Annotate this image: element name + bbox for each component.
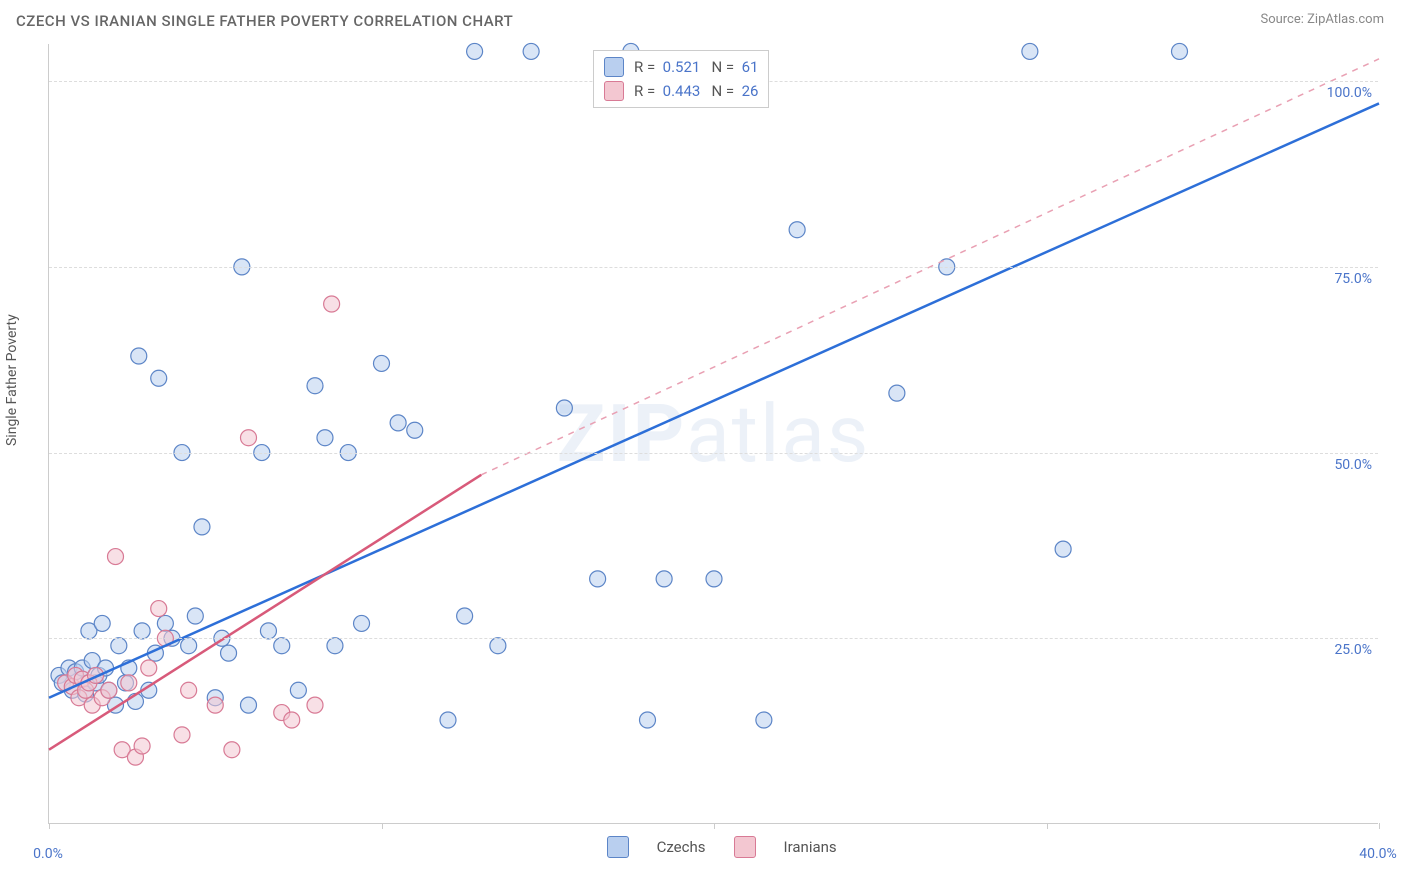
data-point: [260, 623, 276, 639]
stats-swatch: [604, 57, 624, 77]
data-point: [221, 645, 237, 661]
x-tick: [1379, 823, 1380, 829]
x-tick: [714, 823, 715, 829]
data-point: [290, 682, 306, 698]
series-legend: Czechs Iranians: [607, 836, 837, 858]
data-point: [284, 712, 300, 728]
data-point: [151, 370, 167, 386]
data-point: [1172, 43, 1188, 59]
data-point: [706, 571, 722, 587]
data-point: [307, 697, 323, 713]
data-point: [756, 712, 772, 728]
data-point: [656, 571, 672, 587]
plot-svg: [49, 44, 1379, 824]
data-point: [307, 378, 323, 394]
stats-text: R = 0.443 N = 26: [630, 79, 758, 103]
data-point: [590, 571, 606, 587]
data-point: [457, 608, 473, 624]
legend-swatch-czechs: [607, 836, 629, 858]
data-point: [490, 638, 506, 654]
data-point: [151, 601, 167, 617]
data-point: [556, 400, 572, 416]
data-point: [324, 296, 340, 312]
data-point: [440, 712, 456, 728]
x-tick-label: 40.0%: [1359, 846, 1397, 862]
data-point: [467, 43, 483, 59]
x-tick: [49, 823, 50, 829]
data-point: [121, 675, 137, 691]
chart-title: CZECH VS IRANIAN SINGLE FATHER POVERTY C…: [16, 12, 513, 30]
data-point: [194, 519, 210, 535]
data-point: [181, 638, 197, 654]
data-point: [181, 682, 197, 698]
data-point: [141, 660, 157, 676]
legend-swatch-iranians: [734, 836, 756, 858]
data-point: [134, 623, 150, 639]
y-tick-label: 25.0%: [1334, 642, 1372, 658]
data-point: [789, 222, 805, 238]
data-point: [174, 727, 190, 743]
y-tick-label: 50.0%: [1334, 457, 1372, 473]
y-tick-label: 100.0%: [1327, 85, 1372, 101]
data-point: [274, 638, 290, 654]
data-point: [134, 738, 150, 754]
stats-text: R = 0.521 N = 61: [630, 55, 758, 79]
x-tick: [382, 823, 383, 829]
grid-line: [49, 453, 1378, 454]
x-tick: [1047, 823, 1048, 829]
data-point: [327, 638, 343, 654]
scatter-plot: ZIPatlas 25.0%50.0%75.0%100.0%: [48, 44, 1378, 824]
data-point: [111, 638, 127, 654]
stats-row: R = 0.521 N = 61: [604, 55, 758, 79]
data-point: [187, 608, 203, 624]
data-point: [889, 385, 905, 401]
data-point: [407, 422, 423, 438]
data-point: [241, 697, 257, 713]
grid-line: [49, 638, 1378, 639]
y-axis-label: Single Father Poverty: [4, 314, 20, 446]
grid-line: [49, 267, 1378, 268]
source-label: Source: ZipAtlas.com: [1260, 12, 1384, 27]
data-point: [108, 549, 124, 565]
data-point: [523, 43, 539, 59]
data-point: [94, 615, 110, 631]
data-point: [207, 697, 223, 713]
data-point: [640, 712, 656, 728]
stats-swatch: [604, 81, 624, 101]
y-tick-label: 75.0%: [1334, 271, 1372, 287]
data-point: [131, 348, 147, 364]
data-point: [317, 430, 333, 446]
data-point: [390, 415, 406, 431]
stats-row: R = 0.443 N = 26: [604, 79, 758, 103]
data-point: [1022, 43, 1038, 59]
legend-label-czechs: Czechs: [657, 838, 706, 856]
data-point: [157, 615, 173, 631]
data-point: [1055, 541, 1071, 557]
legend-label-iranians: Iranians: [784, 838, 837, 856]
data-point: [101, 682, 117, 698]
data-point: [224, 742, 240, 758]
data-point: [374, 355, 390, 371]
stats-box: R = 0.521 N = 61 R = 0.443 N = 26: [593, 50, 769, 108]
data-point: [354, 615, 370, 631]
x-tick-label: 0.0%: [33, 846, 63, 862]
data-point: [241, 430, 257, 446]
